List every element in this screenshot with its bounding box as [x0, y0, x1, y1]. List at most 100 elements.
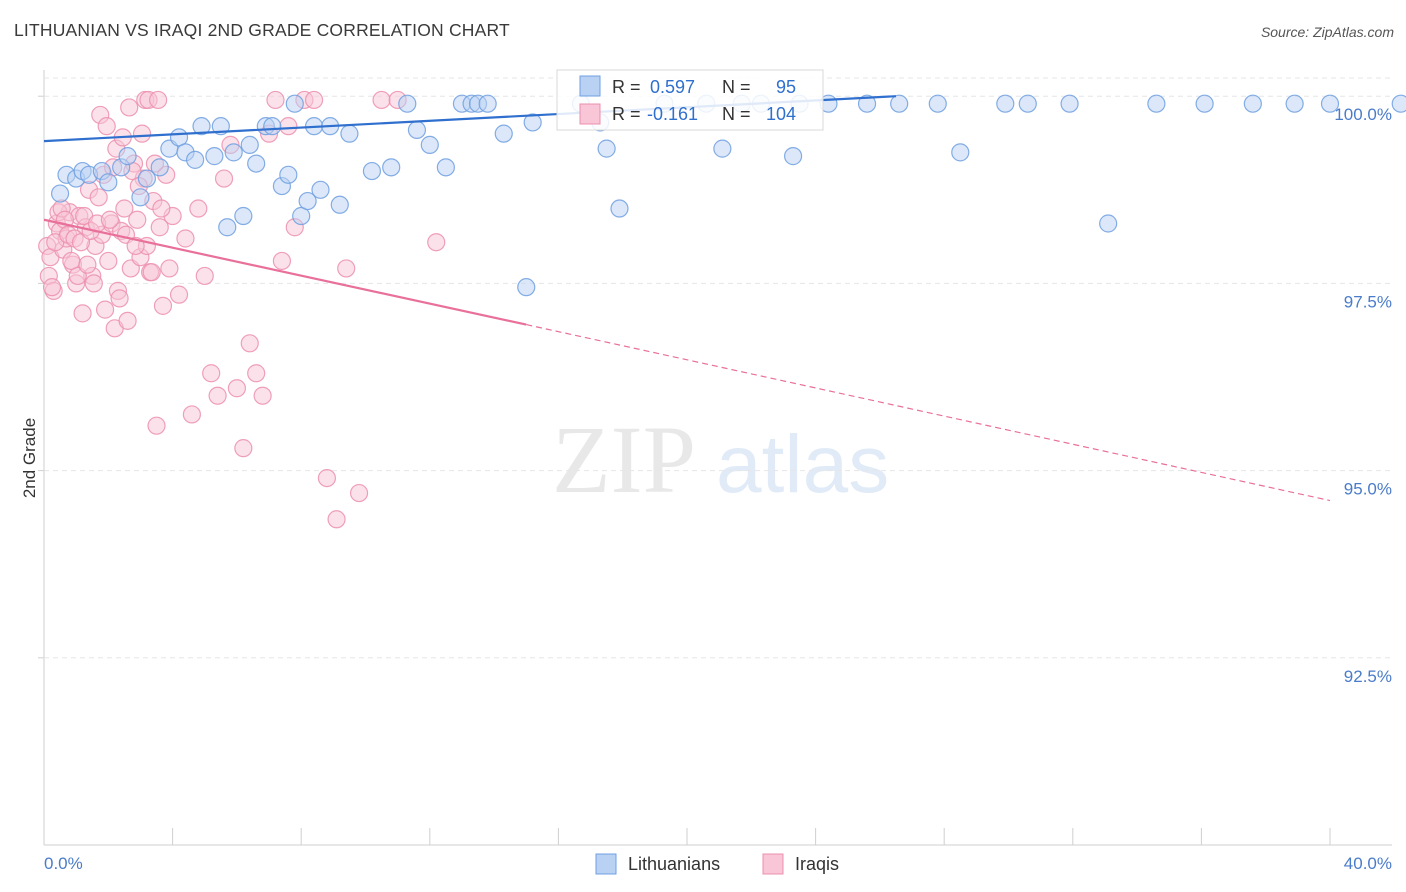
- point-iraqis: [42, 278, 62, 297]
- point-iraqis: [247, 364, 266, 383]
- point-iraqis: [304, 90, 324, 110]
- point-iraqis: [84, 274, 103, 293]
- point-lithuanians: [713, 139, 732, 158]
- point-iraqis: [337, 259, 356, 278]
- point-iraqis: [169, 285, 189, 304]
- point-iraqis: [234, 439, 253, 458]
- point-iraqis: [110, 289, 129, 308]
- point-iraqis: [142, 263, 161, 282]
- point-lithuanians: [610, 199, 629, 218]
- point-lithuanians: [224, 143, 243, 162]
- point-lithuanians: [362, 161, 382, 181]
- stats-r-value-1: 0.597: [650, 77, 695, 97]
- point-iraqis: [100, 210, 120, 229]
- point-lithuanians: [340, 124, 359, 143]
- point-iraqis: [327, 510, 346, 529]
- point-lithuanians: [1099, 214, 1118, 233]
- stats-r-label-2: R =: [612, 104, 641, 124]
- point-lithuanians: [382, 158, 401, 177]
- point-iraqis: [149, 90, 168, 110]
- point-lithuanians: [285, 94, 304, 113]
- point-iraqis: [99, 251, 118, 271]
- point-iraqis: [427, 233, 446, 252]
- stats-box: R = 0.597 N = 95 R = -0.161 N = 104: [556, 69, 824, 131]
- stats-swatch-lithuanians: [579, 75, 601, 97]
- point-iraqis: [279, 117, 298, 136]
- point-iraqis: [253, 386, 272, 405]
- x-tick-label-min: 0.0%: [44, 854, 83, 873]
- point-lithuanians: [597, 139, 616, 158]
- point-iraqis: [132, 124, 152, 143]
- point-lithuanians: [1320, 94, 1340, 113]
- point-iraqis: [128, 210, 147, 229]
- legend-swatch-lithuanians: [595, 853, 617, 875]
- point-lithuanians: [137, 169, 156, 188]
- point-iraqis: [176, 229, 195, 248]
- point-lithuanians: [99, 173, 118, 192]
- trendline-iraqis: [43, 218, 527, 326]
- point-iraqis: [97, 117, 116, 136]
- source-label: Source: ZipAtlas.com: [1260, 24, 1394, 40]
- point-lithuanians: [783, 147, 803, 166]
- point-iraqis: [349, 483, 369, 503]
- point-iraqis: [160, 259, 179, 278]
- point-lithuanians: [1147, 94, 1166, 113]
- point-lithuanians: [330, 195, 349, 214]
- stats-n-value-2: 104: [766, 104, 796, 124]
- point-iraqis: [208, 386, 227, 405]
- point-iraqis: [150, 218, 169, 237]
- stats-n-value-1: 95: [776, 77, 796, 97]
- point-lithuanians: [131, 188, 150, 207]
- y-tick-label: 97.5%: [1344, 292, 1392, 311]
- point-lithuanians: [1243, 94, 1262, 113]
- point-iraqis: [272, 251, 292, 271]
- x-tick-label-max: 40.0%: [1344, 854, 1392, 873]
- point-iraqis: [95, 300, 115, 319]
- watermark: ZIP atlas: [552, 406, 889, 513]
- trendline-extension-iraqis: [526, 324, 1331, 502]
- legend: Lithuanians Iraqis: [595, 853, 839, 875]
- point-iraqis: [227, 379, 246, 398]
- point-lithuanians: [478, 94, 497, 113]
- point-lithuanians: [186, 150, 205, 169]
- point-lithuanians: [192, 117, 211, 136]
- point-lithuanians: [298, 191, 317, 211]
- point-lithuanians: [523, 113, 542, 132]
- point-lithuanians: [407, 120, 427, 140]
- point-lithuanians: [1060, 94, 1079, 113]
- point-iraqis: [195, 266, 214, 286]
- chart-title: LITHUANIAN VS IRAQI 2ND GRADE CORRELATIO…: [14, 20, 510, 40]
- point-lithuanians: [205, 147, 224, 166]
- point-lithuanians: [996, 94, 1015, 113]
- point-lithuanians: [240, 135, 259, 154]
- y-tick-label: 95.0%: [1344, 480, 1392, 499]
- point-lithuanians: [50, 184, 70, 203]
- point-lithuanians: [247, 154, 266, 173]
- legend-label-iraqis: Iraqis: [795, 854, 839, 874]
- point-lithuanians: [1195, 94, 1214, 113]
- point-lithuanians: [1285, 94, 1304, 113]
- point-iraqis: [120, 98, 139, 117]
- watermark-atlas: atlas: [716, 419, 889, 510]
- point-iraqis: [152, 199, 171, 218]
- point-iraqis: [372, 90, 391, 110]
- y-axis-label: 2nd Grade: [20, 418, 39, 498]
- point-iraqis: [214, 169, 234, 188]
- watermark-zip: ZIP: [552, 406, 696, 513]
- y-tick-label: 92.5%: [1344, 667, 1392, 686]
- point-lithuanians: [398, 94, 417, 113]
- point-iraqis: [317, 468, 337, 488]
- stats-r-value-2: -0.161: [647, 104, 698, 124]
- x-ticks: [43, 828, 1331, 845]
- point-iraqis: [182, 405, 201, 424]
- point-lithuanians: [1391, 94, 1406, 113]
- legend-swatch-iraqis: [762, 853, 784, 875]
- point-iraqis: [73, 304, 92, 323]
- point-iraqis: [115, 199, 134, 218]
- point-iraqis: [78, 255, 97, 274]
- point-lithuanians: [211, 117, 230, 136]
- point-lithuanians: [218, 218, 237, 237]
- point-lithuanians: [951, 143, 970, 162]
- point-lithuanians: [279, 165, 298, 184]
